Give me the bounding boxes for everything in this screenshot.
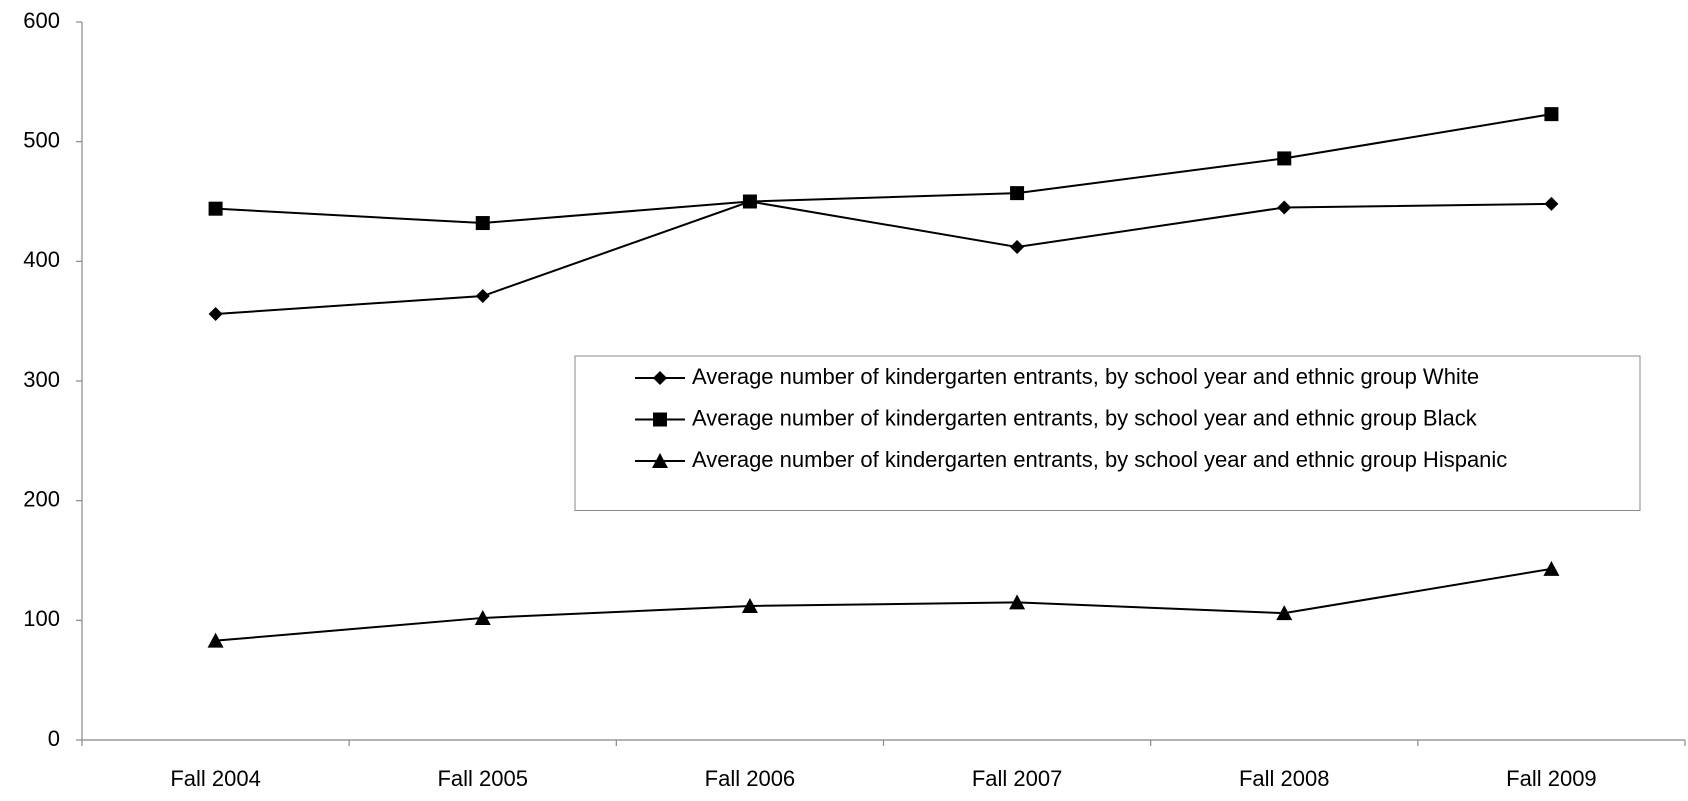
line [215, 567, 1552, 642]
marker [1009, 594, 1026, 610]
y-tick-label: 300 [23, 367, 60, 392]
legend-box [574, 355, 1641, 511]
legend-label: Average number of kindergarten entrants,… [692, 447, 1507, 472]
legend-label: Average number of kindergarten entrants,… [692, 364, 1479, 389]
x-tick-label: Fall 2009 [1506, 766, 1597, 791]
marker [1544, 107, 1559, 122]
marker [208, 306, 223, 321]
x-tick-label: Fall 2006 [705, 766, 796, 791]
y-tick-label: 200 [23, 486, 60, 511]
marker [653, 412, 667, 427]
marker [1277, 151, 1292, 166]
marker [1010, 186, 1025, 201]
marker [207, 632, 224, 648]
marker [1276, 605, 1293, 621]
marker [741, 597, 758, 613]
marker [742, 194, 757, 209]
marker [1543, 560, 1560, 576]
x-tick-label: Fall 2005 [437, 766, 528, 791]
y-tick-label: 0 [48, 726, 60, 751]
y-tick-label: 400 [23, 247, 60, 272]
marker [475, 216, 490, 231]
marker [1010, 239, 1025, 254]
x-tick-label: Fall 2008 [1239, 766, 1330, 791]
marker [653, 371, 667, 385]
line [215, 113, 1552, 225]
marker [1277, 200, 1292, 215]
legend-label: Average number of kindergarten entrants,… [692, 405, 1478, 430]
marker [652, 453, 668, 468]
marker [208, 201, 223, 216]
y-tick-label: 500 [23, 127, 60, 152]
y-tick-label: 600 [23, 8, 60, 33]
y-tick-label: 100 [23, 606, 60, 631]
marker [475, 289, 490, 304]
x-tick-label: Fall 2004 [170, 766, 261, 791]
marker [474, 609, 491, 625]
marker [1544, 196, 1559, 211]
line [215, 200, 1552, 315]
x-tick-label: Fall 2007 [972, 766, 1063, 791]
